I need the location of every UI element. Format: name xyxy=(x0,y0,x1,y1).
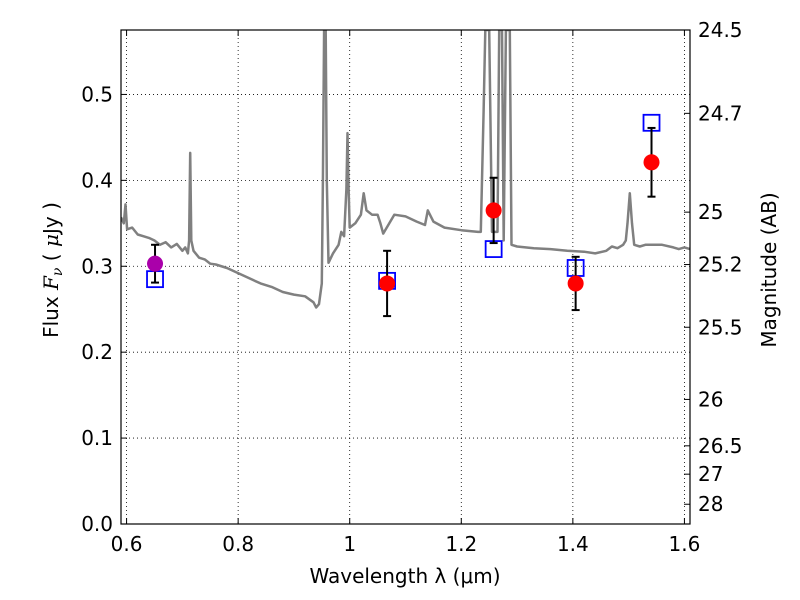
observed-point xyxy=(485,202,502,219)
right-axis-label: Magnitude (AB) xyxy=(757,192,781,347)
observed-photometry-points xyxy=(147,126,660,318)
right-tick-label: 24.7 xyxy=(698,101,743,125)
right-tick-label: 25 xyxy=(698,200,723,224)
y-tick-label: 0.0 xyxy=(81,512,113,536)
x-tick-label: 0.6 xyxy=(111,532,143,556)
right-tick-label: 26 xyxy=(698,387,723,411)
right-tick-label: 28 xyxy=(698,492,723,516)
right-tick-label: 27 xyxy=(698,462,723,486)
right-axis-ticks: 24.5 24.7 25 25.2 25.5 26 26.5 27 28 xyxy=(684,18,743,516)
observed-point xyxy=(643,154,660,171)
y-tick-label: 0.3 xyxy=(81,254,113,278)
right-tick-label: 24.5 xyxy=(698,18,743,42)
y-tick-label: 0.2 xyxy=(81,340,113,364)
right-tick-label: 25.5 xyxy=(698,315,743,339)
y-tick-label: 0.4 xyxy=(81,168,113,192)
x-tick-label: 1 xyxy=(343,532,356,556)
x-tick-label: 1.6 xyxy=(669,532,701,556)
observed-point xyxy=(379,275,396,292)
x-axis-ticks: 0.6 0.8 1 1.2 1.4 1.6 xyxy=(111,30,701,556)
y-tick-label: 0.1 xyxy=(81,426,113,450)
x-tick-label: 0.8 xyxy=(222,532,254,556)
right-tick-label: 26.5 xyxy=(698,434,743,458)
y-axis-ticks: 0.0 0.1 0.2 0.3 0.4 0.5 xyxy=(81,82,127,536)
y-tick-label: 0.5 xyxy=(81,82,113,106)
model-spectrum-line xyxy=(121,30,690,309)
right-tick-label: 25.2 xyxy=(698,253,743,277)
observed-point xyxy=(147,255,164,272)
x-axis-label: Wavelength λ (μm) xyxy=(309,564,500,588)
x-tick-label: 1.2 xyxy=(445,532,477,556)
plot-frame xyxy=(120,29,691,525)
x-tick-label: 1.4 xyxy=(557,532,589,556)
plot-area xyxy=(121,30,690,318)
observed-point xyxy=(567,275,584,292)
